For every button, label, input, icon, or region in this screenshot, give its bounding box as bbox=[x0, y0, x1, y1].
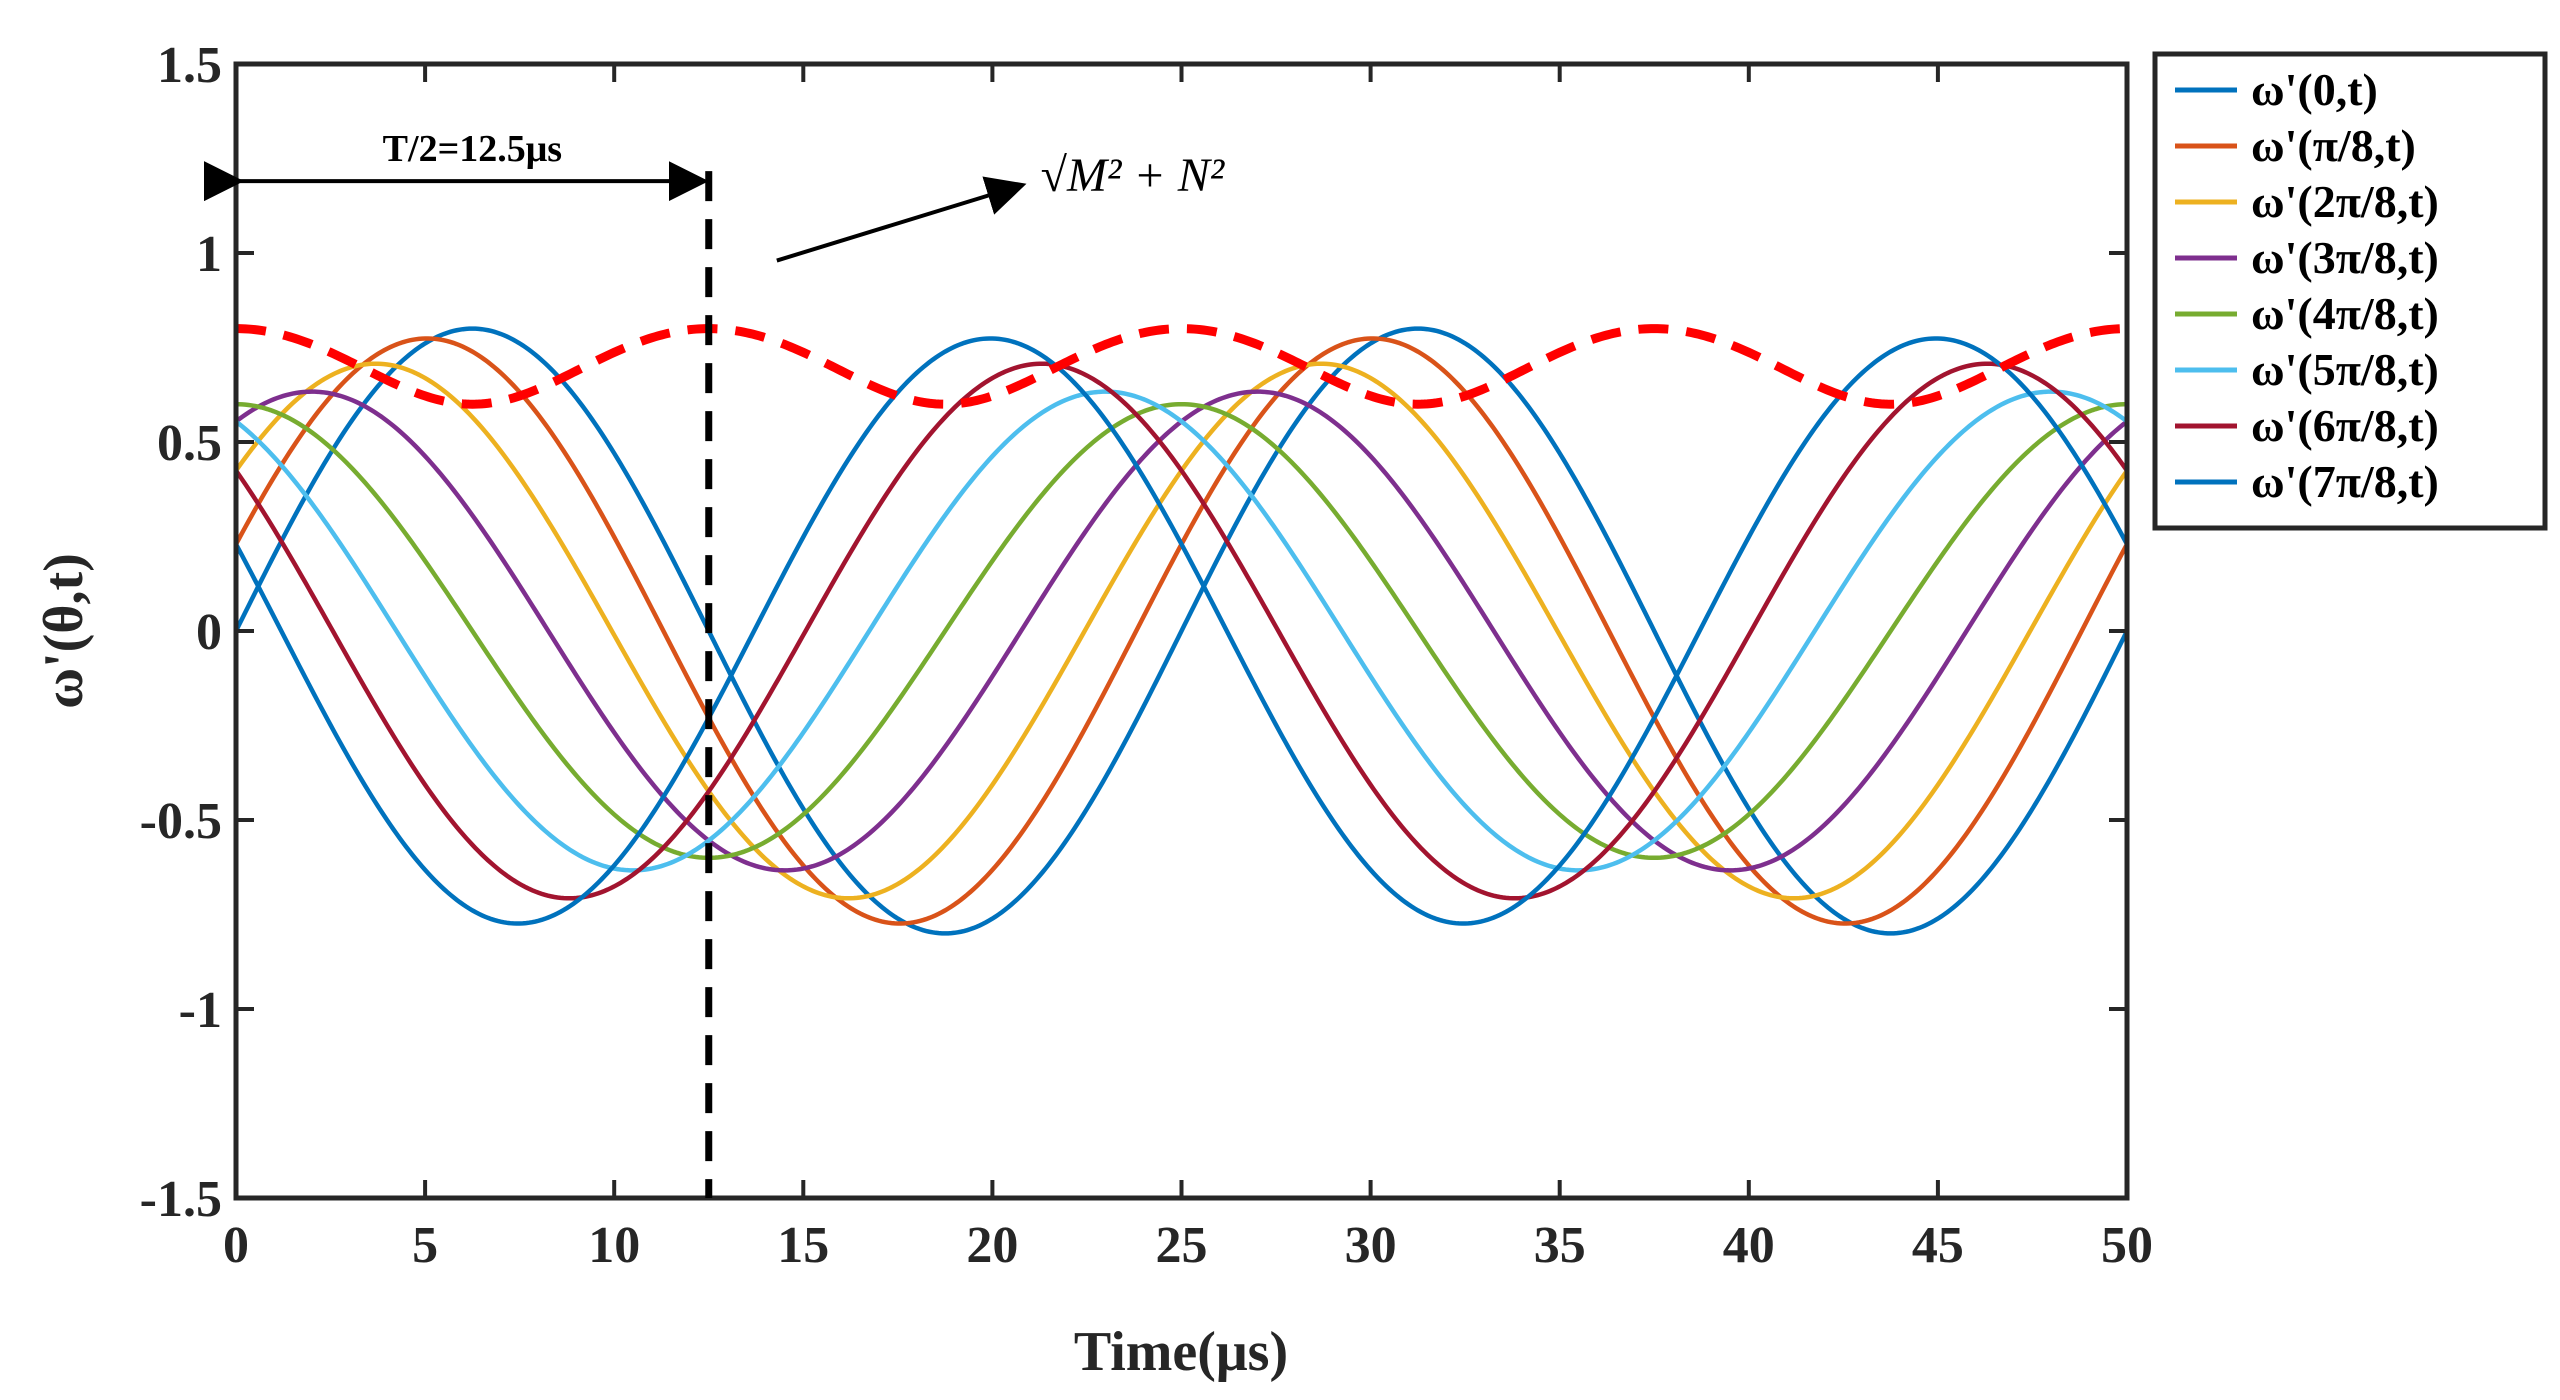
series-line-0 bbox=[236, 326, 2127, 936]
series-layer bbox=[236, 326, 2127, 936]
legend: ω'(0,t)ω'(π/8,t)ω'(2π/8,t)ω'(3π/8,t)ω'(4… bbox=[2152, 51, 2548, 531]
ticks-layer: 0 5 10 15 20 25 30 35 40 45 50 -1.5 -1 -0.5 0 0.5 1 1.5 bbox=[140, 37, 2153, 1274]
x-tick-label-2: 10 bbox=[588, 1217, 640, 1274]
legend-label-6: ω'(6π/8,t) bbox=[2251, 400, 2439, 451]
x-tick-label-8: 40 bbox=[1723, 1217, 1775, 1274]
annotation-layer: T/2=12.5μs √M² + N² bbox=[204, 128, 1226, 1198]
x-tick-label-1: 5 bbox=[412, 1217, 438, 1274]
formula-label: √M² + N² bbox=[1041, 149, 1226, 202]
x-tick-label-4: 20 bbox=[966, 1217, 1018, 1274]
x-tick-label-0: 0 bbox=[223, 1217, 249, 1274]
x-tick-label-5: 25 bbox=[1156, 1217, 1208, 1274]
y-tick-label-0: -1.5 bbox=[140, 1171, 222, 1228]
y-tick-label-3: 0 bbox=[196, 604, 222, 661]
legend-label-2: ω'(2π/8,t) bbox=[2251, 176, 2439, 227]
x-tick-label-10: 50 bbox=[2101, 1217, 2153, 1274]
legend-label-7: ω'(7π/8,t) bbox=[2251, 456, 2439, 507]
series-line-5 bbox=[236, 389, 2127, 873]
x-tick-label-3: 15 bbox=[777, 1217, 829, 1274]
series-line-7 bbox=[236, 336, 2127, 926]
y-tick-label-4: 0.5 bbox=[157, 415, 222, 472]
series-line-6 bbox=[236, 361, 2127, 901]
y-tick-label-6: 1.5 bbox=[157, 37, 222, 94]
legend-label-3: ω'(3π/8,t) bbox=[2251, 232, 2439, 283]
y-tick-label-2: -0.5 bbox=[140, 793, 222, 850]
legend-label-5: ω'(5π/8,t) bbox=[2251, 344, 2439, 395]
x-tick-label-7: 35 bbox=[1534, 1217, 1586, 1274]
x-tick-label-9: 45 bbox=[1912, 1217, 1964, 1274]
legend-label-1: ω'(π/8,t) bbox=[2251, 120, 2416, 171]
x-tick-label-6: 30 bbox=[1345, 1217, 1397, 1274]
formula-arrow bbox=[776, 176, 1027, 263]
y-axis-title: ω'(θ,t) bbox=[33, 553, 95, 709]
series-line-4 bbox=[236, 401, 2127, 861]
y-tick-label-5: 1 bbox=[196, 226, 222, 283]
legend-label-0: ω'(0,t) bbox=[2251, 64, 2378, 115]
x-axis-title: Time(μs) bbox=[1074, 1321, 1288, 1383]
y-tick-label-1: -1 bbox=[179, 982, 222, 1039]
legend-box bbox=[2152, 51, 2548, 531]
legend-label-4: ω'(4π/8,t) bbox=[2251, 288, 2439, 339]
half-period-label: T/2=12.5μs bbox=[383, 128, 562, 170]
